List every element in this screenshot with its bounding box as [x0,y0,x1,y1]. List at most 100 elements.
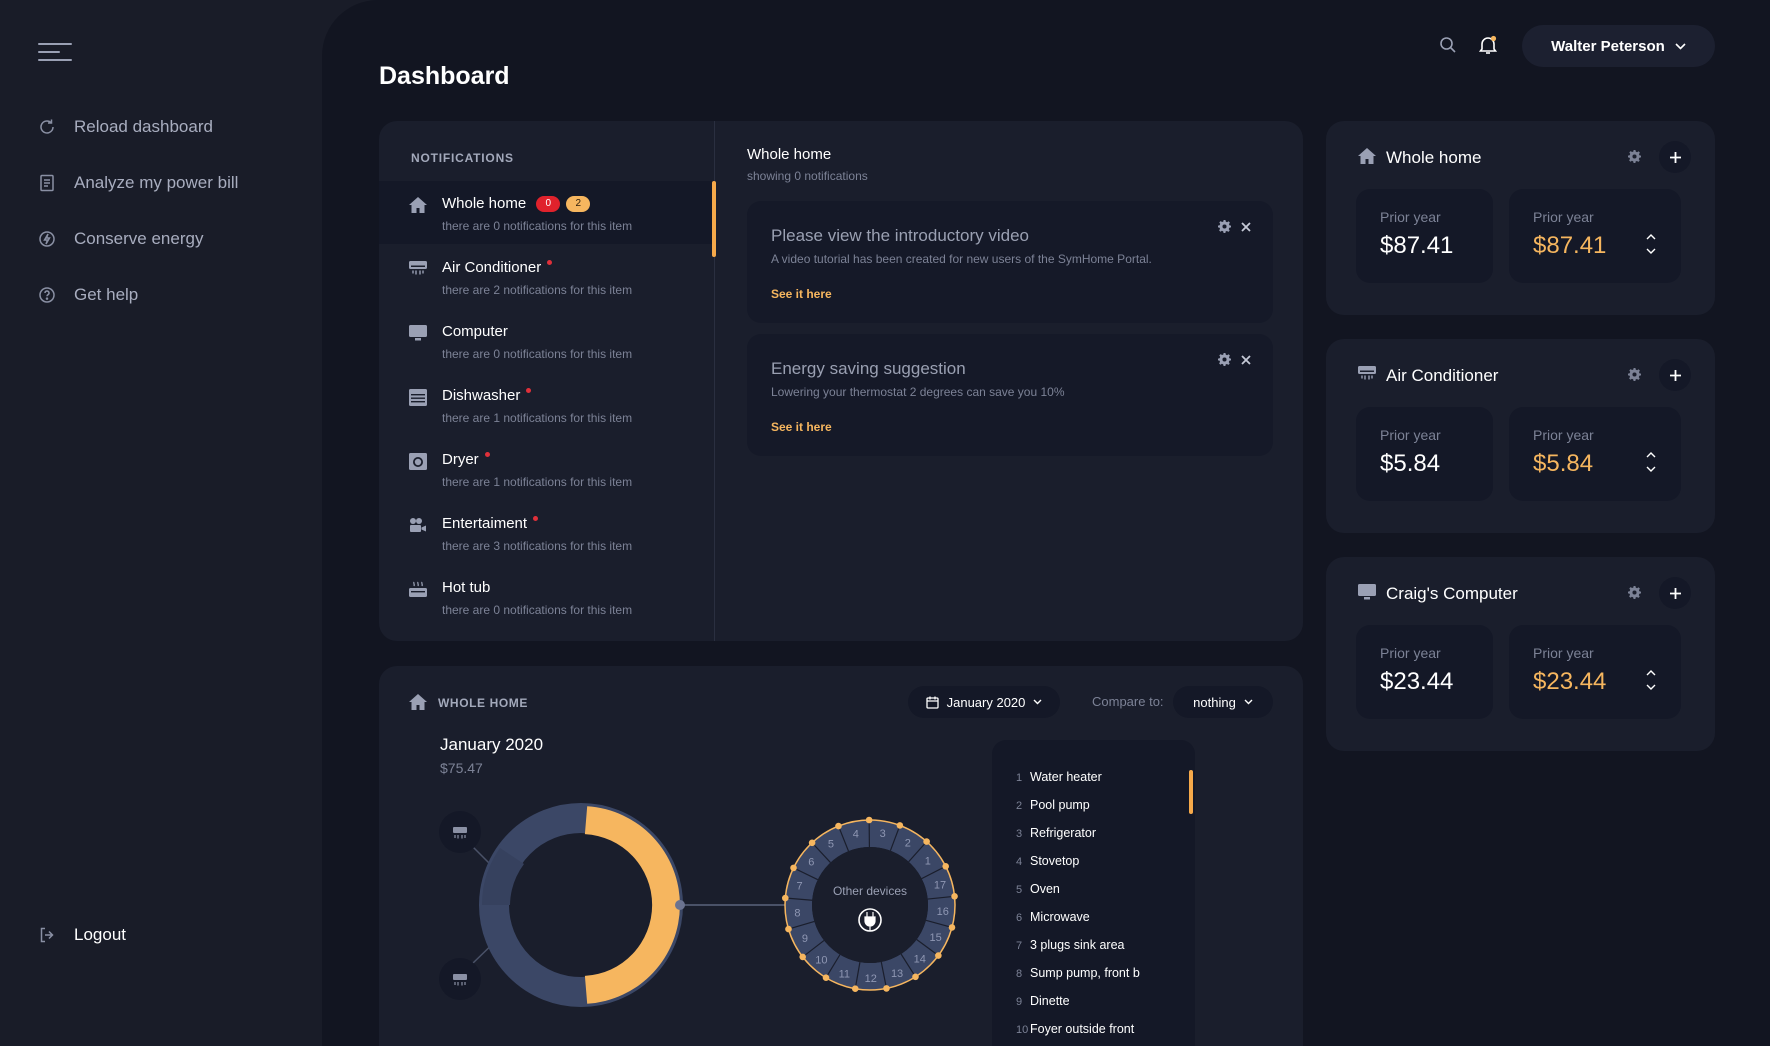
air-conditioner-bubble[interactable] [439,811,481,853]
radial-node [951,892,958,900]
stat-label: Prior year [1533,645,1594,661]
radial-node [790,864,797,872]
add-button[interactable] [1659,577,1691,609]
gear-icon[interactable] [1628,150,1641,168]
device-list-item[interactable]: 8 Sump pump, front b [1016,966,1140,980]
device-list-item[interactable]: 10 Foyer outside front [1016,1022,1135,1036]
radial-segment-label[interactable]: 13 [891,968,903,980]
stat-label: Prior year [1533,427,1594,443]
radial-segment-label[interactable]: 7 [797,881,803,893]
radial-segment-label[interactable]: 5 [828,838,834,850]
device-list-item[interactable]: 5 Oven [1016,882,1060,896]
unread-badge: 0 [536,195,561,212]
add-button[interactable] [1659,359,1691,391]
radial-segment-label[interactable]: 1 [925,855,931,867]
radial-segment-label[interactable]: 8 [794,907,800,919]
radial-node [935,952,942,959]
notifications-card: NOTIFICATIONS Whole home 0 2 there are 0… [379,121,1303,641]
computer-icon [409,325,427,341]
notification-item-air-conditioner[interactable]: Air Conditioner there are 2 notification… [379,245,715,308]
sidebar-item-analyze-power-bill[interactable]: Analyze my power bill [38,173,238,193]
add-button[interactable] [1659,141,1691,173]
bell-icon[interactable] [1478,35,1498,60]
logout-button[interactable]: Logout [38,925,126,945]
stepper-icon[interactable] [1646,669,1656,696]
date-picker-button[interactable]: January 2020 [908,686,1060,718]
device-list-item[interactable]: 9 Dinette [1016,994,1070,1008]
radial-segment-label[interactable]: 3 [880,828,886,840]
device-list-item[interactable]: 2 Pool pump [1016,798,1090,812]
radial-segment-label[interactable]: 6 [808,857,814,869]
user-menu-button[interactable]: Walter Peterson [1522,25,1715,67]
device-radial-chart: 3 2 117 16 15 14 13 12 11 10 9 8 76 5 4 Other devices [781,816,958,993]
main-panel: Dashboard Walter Peterson NOTIFICATIONS … [322,0,1770,1046]
radial-segment-label[interactable]: 2 [905,838,911,850]
radial-segment-label[interactable]: 14 [914,953,926,965]
notification-item-sub: there are 1 notifications for this item [442,475,633,489]
see-it-here-link[interactable]: See it here [771,420,832,434]
plus-icon [1669,587,1681,599]
user-name: Walter Peterson [1551,37,1665,55]
device-list-item[interactable]: 1 Water heater [1016,770,1102,784]
message-title: Please view the introductory video [771,226,1029,245]
menu-icon[interactable] [38,40,72,62]
search-icon[interactable] [1439,36,1457,59]
gear-icon[interactable] [1218,353,1231,371]
sidebar-item-label: Reload dashboard [74,117,213,136]
device-list-item[interactable]: 3 Refrigerator [1016,826,1096,840]
close-icon[interactable] [1240,220,1252,238]
radial-divider [837,825,850,852]
notification-item-sub: there are 0 notifications for this item [442,219,633,233]
radial-segment-label[interactable]: 4 [853,828,859,840]
chevron-down-icon [1033,699,1042,705]
connector-dot [675,900,685,910]
gear-icon[interactable] [1628,368,1641,386]
radial-segment-label[interactable]: 12 [865,973,877,985]
notification-item-dishwasher[interactable]: Dishwasher there are 1 notifications for… [379,373,715,436]
notifications-list: NOTIFICATIONS Whole home 0 2 there are 0… [379,121,716,641]
stepper-icon[interactable] [1646,233,1656,260]
gear-icon[interactable] [1218,220,1231,238]
scrollbar[interactable] [1189,770,1193,814]
radial-segment-label[interactable]: 11 [839,968,850,980]
month-title: January 2020 [440,735,544,754]
notification-item-dryer[interactable]: Dryer there are 1 notifications for this… [379,437,715,500]
see-it-here-link[interactable]: See it here [771,287,832,301]
stat-value: $87.41 [1380,232,1454,259]
logout-icon [38,926,56,944]
notification-item-entertainment[interactable]: Entertaiment there are 3 notifications f… [379,501,715,564]
sidebar-item-conserve-energy[interactable]: Conserve energy [38,229,203,249]
notification-item-hot-tub[interactable]: Hot tub there are 0 notifications for th… [379,565,715,628]
notification-item-whole-home[interactable]: Whole home 0 2 there are 0 notifications… [379,181,716,257]
help-icon [38,286,56,304]
air-conditioner-bubble[interactable] [439,958,481,1000]
notification-item-name: Entertaiment [442,515,528,532]
sidebar-item-get-help[interactable]: Get help [38,285,138,305]
stat-value: $23.44 [1380,668,1454,695]
prior-year-stat: Prior year $87.41 [1356,189,1493,283]
radial-segment-label[interactable]: 15 [930,932,942,944]
compare-select[interactable]: nothing [1173,686,1273,718]
radial-segment-label[interactable]: 17 [934,879,946,891]
device-list-item[interactable]: 6 Microwave [1016,910,1090,924]
close-icon[interactable] [1240,353,1252,371]
radial-segment-label[interactable]: 10 [815,954,827,966]
radial-node [923,838,930,845]
radial-segment-label[interactable]: 9 [802,933,808,945]
device-list-item[interactable]: 4 Stovetop [1016,854,1080,868]
donut-segment-highlight[interactable] [584,806,680,1004]
unread-dot [547,260,553,265]
stepper-icon[interactable] [1646,451,1656,478]
notification-item-computer[interactable]: Computer there are 0 notifications for t… [379,309,715,372]
radial-segment-label[interactable]: 16 [937,906,949,918]
sidebar-item-reload-dashboard[interactable]: Reload dashboard [38,117,213,137]
radial-node [883,985,890,992]
count-badge: 2 [566,195,591,212]
message-text: Lowering your thermostat 2 degrees can s… [771,385,1065,399]
stat-label: Prior year [1380,645,1441,661]
radial-divider [811,842,831,863]
notification-item-name: Whole home [442,195,527,212]
donut-segment[interactable] [481,848,524,905]
gear-icon[interactable] [1628,586,1641,604]
